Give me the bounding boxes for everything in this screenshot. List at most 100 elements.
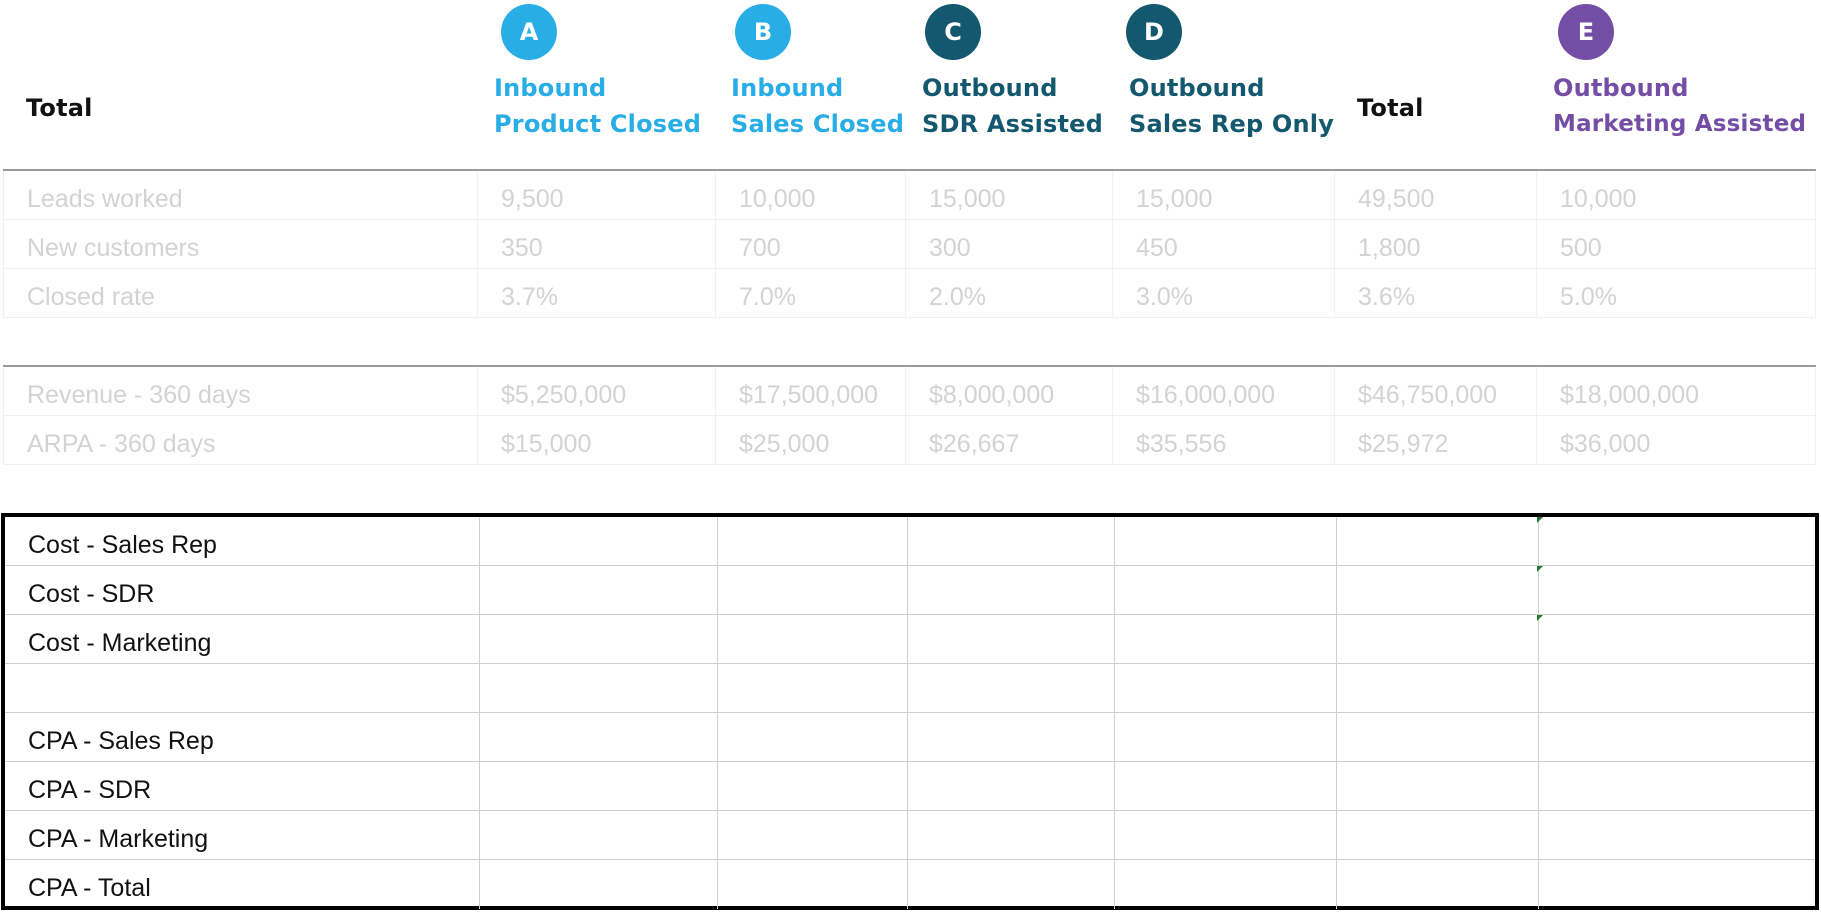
table-cell[interactable]: 7.0% <box>716 269 906 318</box>
table-cell[interactable]: $36,000 <box>1537 416 1816 465</box>
table-cell[interactable] <box>718 860 908 909</box>
table-cell[interactable] <box>1539 860 1818 909</box>
table-cell[interactable]: $25,972 <box>1335 416 1537 465</box>
table-cell[interactable] <box>1115 762 1337 811</box>
table-cell[interactable]: 300 <box>906 220 1113 269</box>
table-cell[interactable] <box>718 664 908 713</box>
table-cell[interactable]: $46,750,000 <box>1335 367 1537 416</box>
table-cell[interactable] <box>718 811 908 860</box>
table-cell[interactable]: 15,000 <box>1113 171 1335 220</box>
table-cell[interactable]: 2.0% <box>906 269 1113 318</box>
table-cell[interactable] <box>908 762 1115 811</box>
table-cell[interactable]: $25,000 <box>716 416 906 465</box>
row-label[interactable]: New customers <box>3 220 478 269</box>
table-cell[interactable]: 10,000 <box>716 171 906 220</box>
table-cell[interactable] <box>1539 664 1818 713</box>
table-cell[interactable] <box>1115 615 1337 664</box>
table-cell[interactable]: 10,000 <box>1537 171 1816 220</box>
table-row-leads-worked: Leads worked 9,500 10,000 15,000 15,000 … <box>3 171 1816 220</box>
cell-error-flag-icon <box>1537 566 1543 572</box>
table-cell[interactable] <box>1539 762 1818 811</box>
header-total-label-2: Total <box>1357 94 1424 122</box>
table-cell[interactable] <box>1115 860 1337 909</box>
row-label[interactable]: Closed rate <box>3 269 478 318</box>
table-cell[interactable] <box>480 517 718 566</box>
row-label[interactable]: Cost - Marketing <box>5 615 480 664</box>
row-label[interactable]: Cost - SDR <box>5 566 480 615</box>
table-cell[interactable]: 3.0% <box>1113 269 1335 318</box>
table-cell[interactable] <box>1539 566 1818 615</box>
table-cell[interactable] <box>1337 664 1539 713</box>
table-cell[interactable] <box>1337 517 1539 566</box>
table-cell[interactable]: $17,500,000 <box>716 367 906 416</box>
table-cell[interactable] <box>1337 762 1539 811</box>
cost-table: Cost - Sales Rep Cost - SDR Cost - Marke… <box>5 517 1815 909</box>
row-label[interactable]: Revenue - 360 days <box>3 367 478 416</box>
table-row-cpa-total: CPA - Total <box>5 860 1815 909</box>
header-col-b-line1: Inbound <box>731 74 844 102</box>
table-cell[interactable] <box>1337 811 1539 860</box>
row-label[interactable]: CPA - SDR <box>5 762 480 811</box>
row-label[interactable]: Cost - Sales Rep <box>5 517 480 566</box>
table-cell[interactable]: $18,000,000 <box>1537 367 1816 416</box>
table-cell[interactable] <box>908 811 1115 860</box>
table-cell[interactable] <box>1337 860 1539 909</box>
table-cell[interactable] <box>1337 566 1539 615</box>
table-cell[interactable]: $16,000,000 <box>1113 367 1335 416</box>
table-cell[interactable] <box>480 860 718 909</box>
table-cell[interactable] <box>1539 713 1818 762</box>
table-cell[interactable]: $15,000 <box>478 416 716 465</box>
table-cell[interactable] <box>1337 713 1539 762</box>
table-cell[interactable] <box>1115 517 1337 566</box>
table-cell[interactable] <box>908 615 1115 664</box>
table-cell[interactable]: 49,500 <box>1335 171 1537 220</box>
table-cell[interactable] <box>480 762 718 811</box>
table-cell[interactable] <box>480 566 718 615</box>
table-cell[interactable]: 15,000 <box>906 171 1113 220</box>
table-cell[interactable]: 3.7% <box>478 269 716 318</box>
table-cell[interactable] <box>1539 811 1818 860</box>
table-cell[interactable] <box>718 566 908 615</box>
row-label[interactable]: CPA - Sales Rep <box>5 713 480 762</box>
table-cell[interactable] <box>5 664 480 713</box>
table-cell[interactable] <box>1539 615 1818 664</box>
row-label[interactable]: CPA - Marketing <box>5 811 480 860</box>
badge-d: D <box>1126 4 1182 60</box>
table-cell[interactable]: 700 <box>716 220 906 269</box>
table-cell[interactable] <box>1539 517 1818 566</box>
table-row-new-customers: New customers 350 700 300 450 1,800 500 <box>3 220 1816 269</box>
table-cell[interactable]: $26,667 <box>906 416 1113 465</box>
table-cell[interactable] <box>480 811 718 860</box>
table-cell[interactable]: $8,000,000 <box>906 367 1113 416</box>
table-cell[interactable] <box>908 713 1115 762</box>
table-cell[interactable] <box>1115 664 1337 713</box>
table-cell[interactable] <box>480 615 718 664</box>
table-cell[interactable]: $35,556 <box>1113 416 1335 465</box>
table-cell[interactable] <box>908 664 1115 713</box>
table-cell[interactable] <box>718 517 908 566</box>
table-cell[interactable] <box>908 566 1115 615</box>
table-cell[interactable] <box>1337 615 1539 664</box>
table-cell[interactable] <box>480 713 718 762</box>
table-cell[interactable]: 9,500 <box>478 171 716 220</box>
table-cell[interactable] <box>1115 566 1337 615</box>
table-cell[interactable] <box>1115 811 1337 860</box>
cell-error-flag-icon <box>1537 615 1543 621</box>
row-label[interactable]: Leads worked <box>3 171 478 220</box>
table-cell[interactable]: 450 <box>1113 220 1335 269</box>
table-cell[interactable] <box>480 664 718 713</box>
row-label[interactable]: CPA - Total <box>5 860 480 909</box>
table-cell[interactable]: 3.6% <box>1335 269 1537 318</box>
table-cell[interactable] <box>908 517 1115 566</box>
table-cell[interactable] <box>718 762 908 811</box>
table-cell[interactable]: 350 <box>478 220 716 269</box>
table-cell[interactable] <box>718 713 908 762</box>
table-cell[interactable]: $5,250,000 <box>478 367 716 416</box>
table-cell[interactable]: 1,800 <box>1335 220 1537 269</box>
table-cell[interactable] <box>908 860 1115 909</box>
table-cell[interactable]: 5.0% <box>1537 269 1816 318</box>
table-cell[interactable] <box>718 615 908 664</box>
table-cell[interactable] <box>1115 713 1337 762</box>
row-label[interactable]: ARPA - 360 days <box>3 416 478 465</box>
table-cell[interactable]: 500 <box>1537 220 1816 269</box>
